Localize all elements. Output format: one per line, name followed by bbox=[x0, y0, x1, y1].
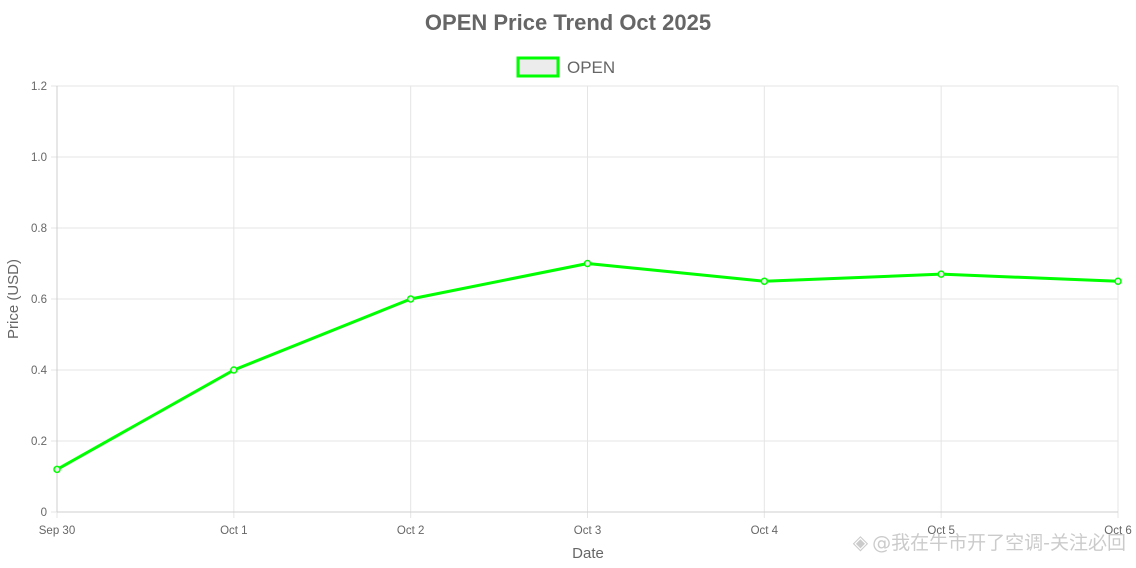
y-tick-label: 1.0 bbox=[31, 152, 47, 164]
series-open bbox=[53, 259, 1122, 474]
data-point[interactable] bbox=[583, 259, 592, 268]
data-point[interactable] bbox=[760, 277, 769, 285]
x-axis-ticks: Sep 30 Oct 1 Oct 2 Oct 3 Oct 4 Oct 5 Oct 6 bbox=[39, 525, 1132, 537]
legend-swatch-open[interactable] bbox=[516, 56, 560, 78]
data-point[interactable] bbox=[230, 366, 238, 374]
data-point[interactable] bbox=[406, 295, 415, 303]
data-point[interactable] bbox=[53, 465, 61, 474]
y-tick-label: 0.8 bbox=[31, 223, 47, 235]
y-axis-label: Price (USD) bbox=[5, 259, 22, 339]
chart-title: OPEN Price Trend Oct 2025 bbox=[425, 10, 711, 35]
data-point[interactable] bbox=[1114, 277, 1122, 285]
watermark-text: @我在牛市开了空调-关注必回 bbox=[872, 532, 1126, 554]
grid bbox=[51, 85, 1119, 518]
x-tick-label: Oct 6 bbox=[1104, 525, 1131, 537]
legend[interactable]: OPEN bbox=[516, 56, 615, 78]
x-tick-label: Oct 2 bbox=[397, 525, 424, 537]
y-tick-label: 1.2 bbox=[31, 81, 47, 93]
x-tick-label: Oct 3 bbox=[574, 525, 601, 537]
y-tick-label: 0.2 bbox=[31, 436, 47, 448]
legend-label-open[interactable]: OPEN bbox=[567, 58, 615, 77]
x-tick-label: Oct 4 bbox=[751, 525, 779, 537]
x-tick-label: Oct 1 bbox=[220, 525, 247, 537]
x-tick-label: Sep 30 bbox=[39, 525, 75, 537]
x-tick-label: Oct 5 bbox=[927, 525, 954, 537]
y-tick-label: 0.4 bbox=[31, 365, 48, 377]
y-tick-label: 0 bbox=[41, 507, 47, 519]
data-point[interactable] bbox=[937, 270, 945, 278]
binance-diamond-icon: ◈ bbox=[852, 529, 869, 554]
y-axis-ticks: 0 0.2 0.4 0.6 0.8 1.0 1.2 bbox=[31, 81, 48, 519]
y-tick-label: 0.6 bbox=[31, 294, 47, 306]
watermark: ◈ @我在牛市开了空调-关注必回 bbox=[853, 528, 1126, 555]
x-axis-label: Date bbox=[572, 545, 604, 562]
